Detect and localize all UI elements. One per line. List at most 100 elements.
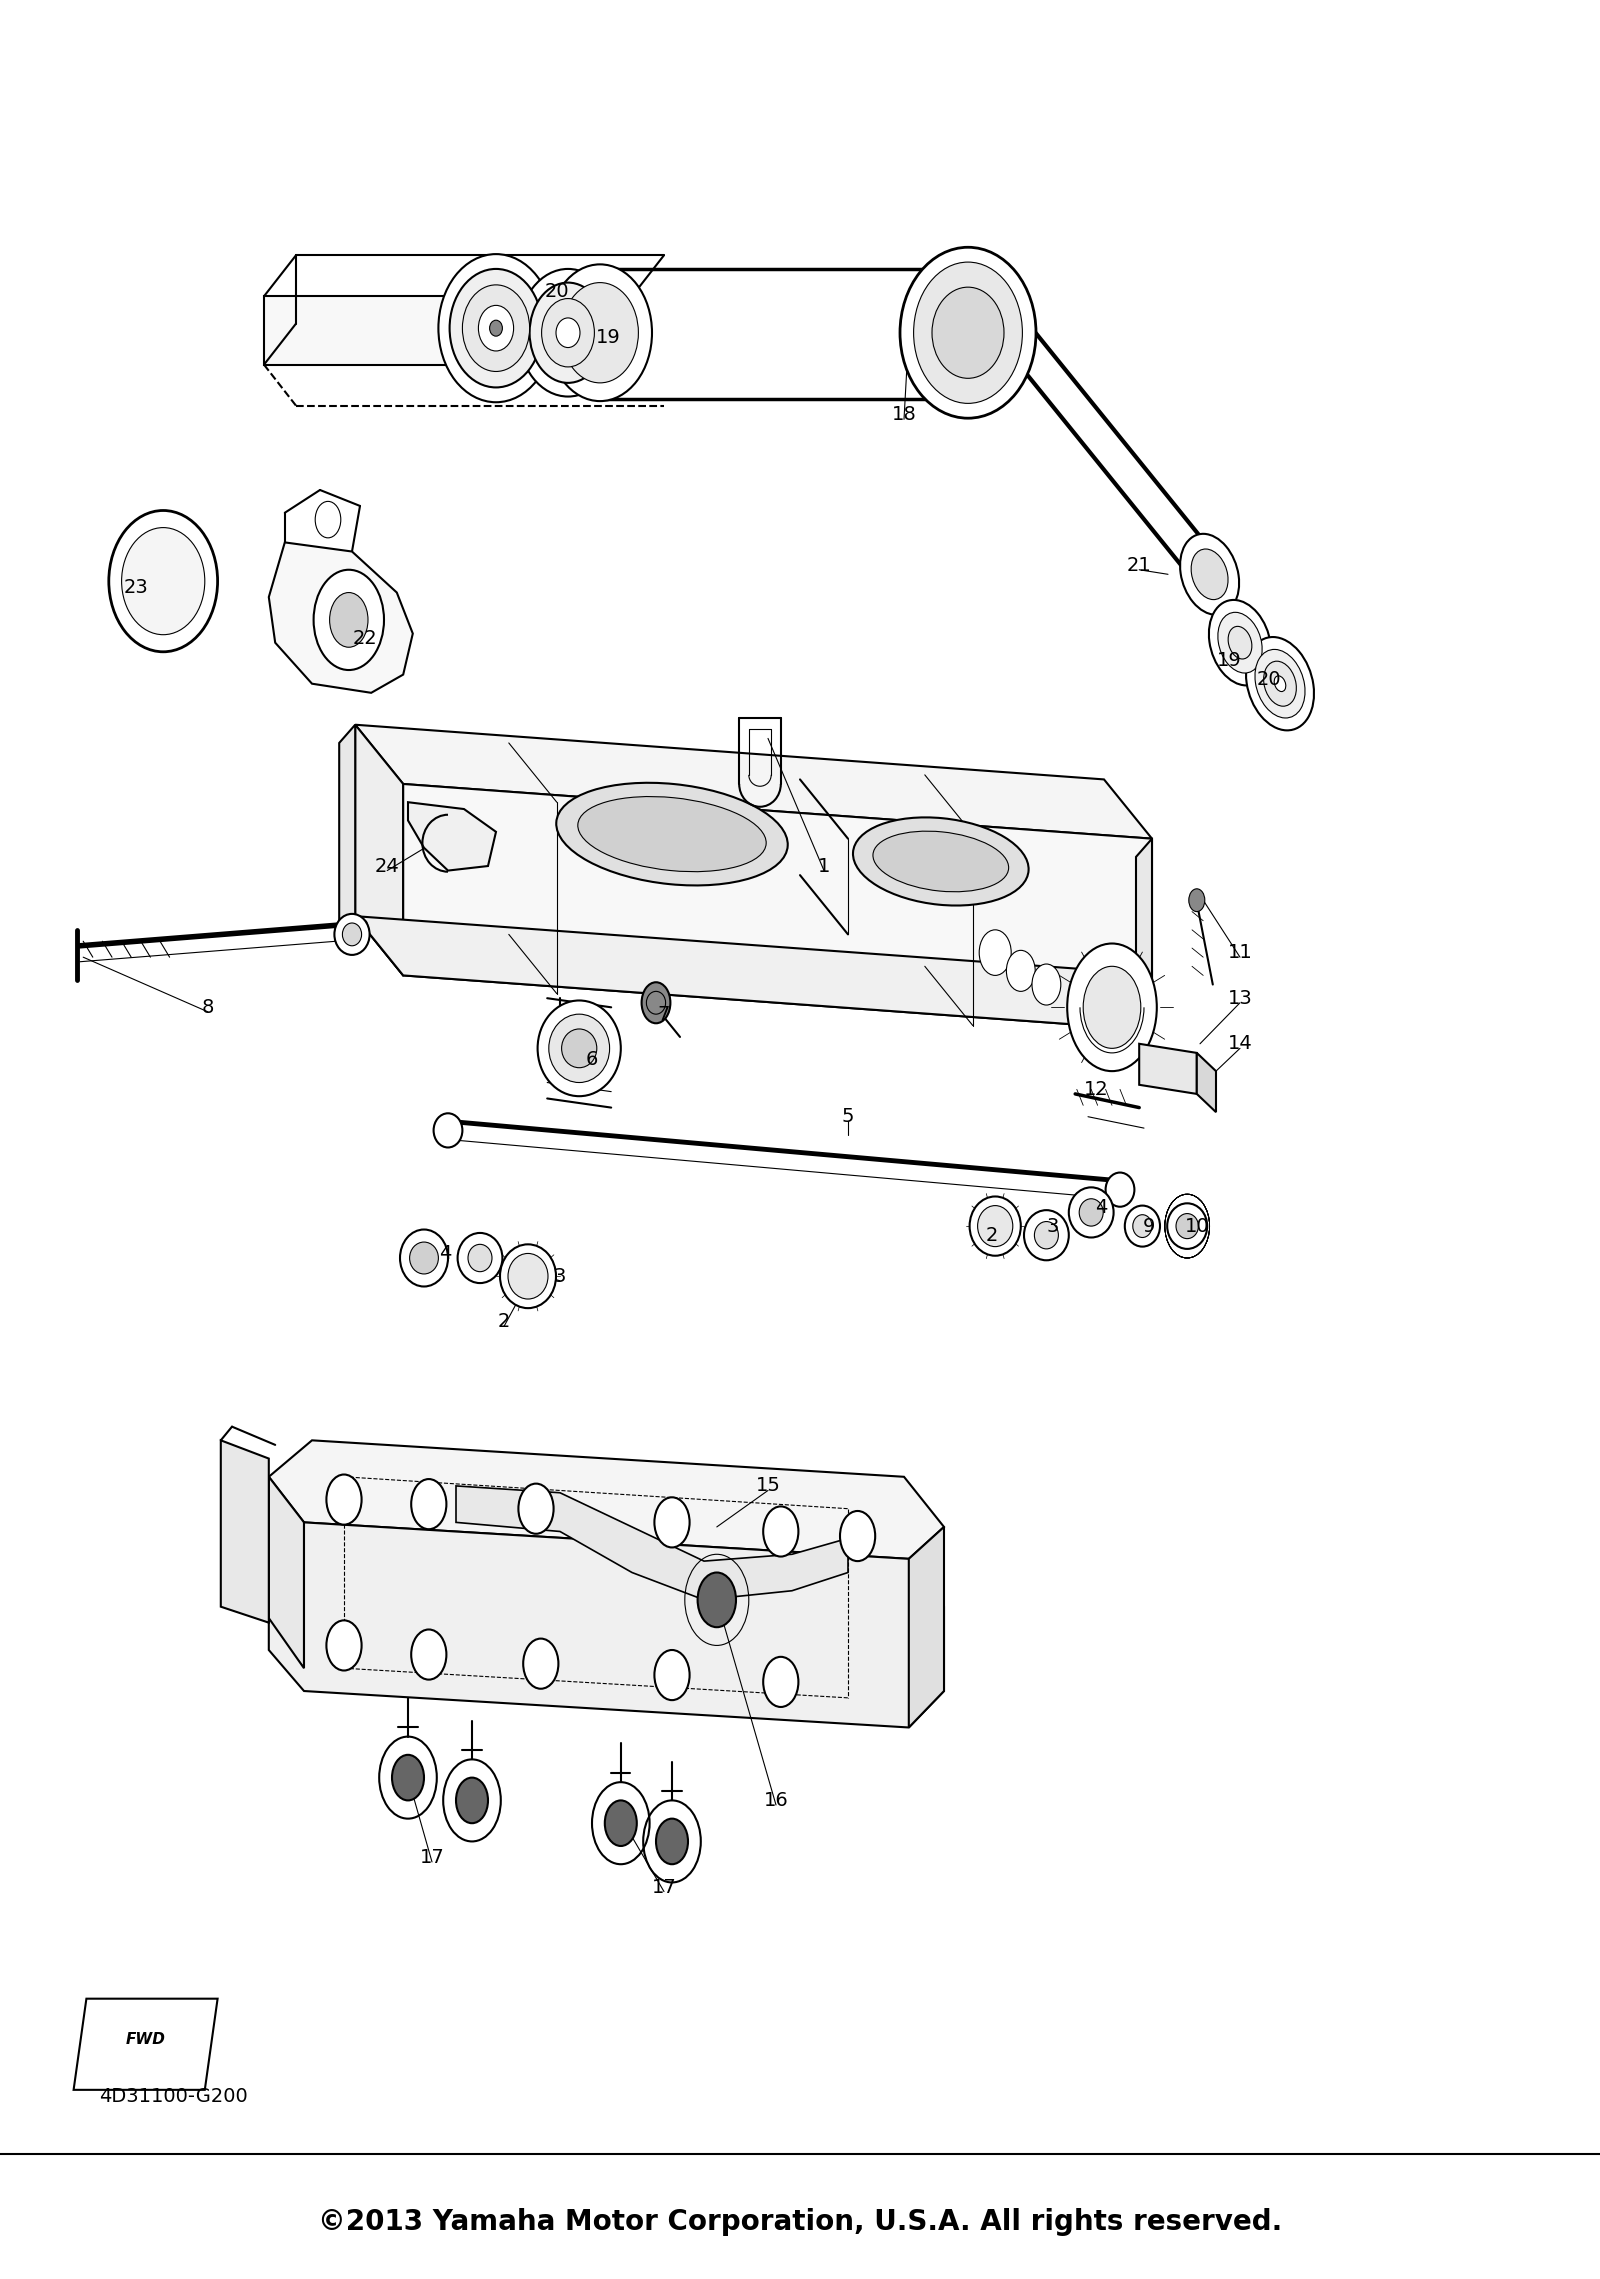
Ellipse shape xyxy=(1264,661,1296,706)
Circle shape xyxy=(1083,966,1141,1048)
Text: 7: 7 xyxy=(658,1005,670,1023)
Polygon shape xyxy=(1136,839,1152,1048)
Text: 17: 17 xyxy=(651,1878,677,1896)
Ellipse shape xyxy=(562,1030,597,1067)
Ellipse shape xyxy=(978,1206,1013,1247)
Polygon shape xyxy=(269,1522,944,1727)
Text: ©2013 Yamaha Motor Corporation, U.S.A. All rights reserved.: ©2013 Yamaha Motor Corporation, U.S.A. A… xyxy=(318,2208,1282,2236)
Ellipse shape xyxy=(1190,549,1229,599)
Ellipse shape xyxy=(1254,650,1306,718)
Circle shape xyxy=(392,1755,424,1800)
Circle shape xyxy=(330,593,368,647)
Circle shape xyxy=(411,1629,446,1680)
Text: 15: 15 xyxy=(755,1477,781,1495)
Polygon shape xyxy=(269,1477,304,1668)
Circle shape xyxy=(656,1819,688,1864)
Ellipse shape xyxy=(518,269,618,397)
Ellipse shape xyxy=(1125,1206,1160,1247)
Text: FWD: FWD xyxy=(126,2033,165,2047)
Ellipse shape xyxy=(1106,1174,1134,1208)
Ellipse shape xyxy=(410,1242,438,1274)
Ellipse shape xyxy=(499,1244,557,1308)
Ellipse shape xyxy=(547,264,653,401)
Circle shape xyxy=(326,1475,362,1525)
Text: 4: 4 xyxy=(438,1244,451,1263)
Text: 19: 19 xyxy=(1216,652,1242,670)
Circle shape xyxy=(1032,964,1061,1005)
Ellipse shape xyxy=(1274,677,1286,691)
Ellipse shape xyxy=(970,1196,1021,1256)
Ellipse shape xyxy=(874,832,1008,891)
Text: 22: 22 xyxy=(352,629,378,647)
Ellipse shape xyxy=(557,782,787,887)
Polygon shape xyxy=(269,1440,944,1559)
Polygon shape xyxy=(1197,1053,1216,1112)
Circle shape xyxy=(605,1800,637,1846)
Ellipse shape xyxy=(557,319,579,349)
Circle shape xyxy=(315,501,341,538)
Text: 1: 1 xyxy=(818,857,830,875)
Polygon shape xyxy=(355,725,1152,839)
Circle shape xyxy=(326,1620,362,1671)
Circle shape xyxy=(698,1573,736,1627)
Text: 14: 14 xyxy=(1227,1035,1253,1053)
Ellipse shape xyxy=(562,283,638,383)
Ellipse shape xyxy=(334,914,370,955)
Polygon shape xyxy=(1139,1044,1197,1094)
Ellipse shape xyxy=(853,818,1029,905)
Text: 2: 2 xyxy=(986,1226,998,1244)
Polygon shape xyxy=(221,1440,269,1623)
Ellipse shape xyxy=(1069,1187,1114,1237)
Text: 19: 19 xyxy=(595,328,621,346)
Ellipse shape xyxy=(1181,533,1238,615)
Ellipse shape xyxy=(549,1014,610,1083)
Circle shape xyxy=(654,1497,690,1547)
Ellipse shape xyxy=(1189,889,1205,912)
Text: 11: 11 xyxy=(1227,944,1253,962)
Circle shape xyxy=(314,570,384,670)
Ellipse shape xyxy=(1168,1203,1208,1249)
Ellipse shape xyxy=(458,1233,502,1283)
Ellipse shape xyxy=(490,319,502,335)
Ellipse shape xyxy=(1218,613,1262,672)
Ellipse shape xyxy=(1078,1199,1104,1226)
Text: 10: 10 xyxy=(1184,1217,1210,1235)
Text: 20: 20 xyxy=(1256,670,1282,688)
Ellipse shape xyxy=(1210,599,1270,686)
Ellipse shape xyxy=(450,269,542,387)
Ellipse shape xyxy=(931,287,1005,378)
Text: 21: 21 xyxy=(1126,556,1152,574)
Text: 4: 4 xyxy=(1094,1199,1107,1217)
Text: 6: 6 xyxy=(586,1051,598,1069)
Circle shape xyxy=(411,1479,446,1529)
Polygon shape xyxy=(456,1486,848,1600)
Ellipse shape xyxy=(1246,638,1314,729)
Text: 20: 20 xyxy=(544,283,570,301)
Text: 13: 13 xyxy=(1227,989,1253,1007)
Ellipse shape xyxy=(1035,1222,1059,1249)
Circle shape xyxy=(1067,944,1157,1071)
Ellipse shape xyxy=(538,1000,621,1096)
Ellipse shape xyxy=(400,1228,448,1285)
Ellipse shape xyxy=(478,305,514,351)
Polygon shape xyxy=(408,802,496,871)
Polygon shape xyxy=(339,725,355,934)
Text: 8: 8 xyxy=(202,998,214,1016)
Polygon shape xyxy=(264,296,632,365)
Ellipse shape xyxy=(578,798,766,871)
Text: 18: 18 xyxy=(891,406,917,424)
Polygon shape xyxy=(403,784,1152,1030)
Ellipse shape xyxy=(914,262,1022,403)
Circle shape xyxy=(456,1778,488,1823)
Ellipse shape xyxy=(122,526,205,634)
Ellipse shape xyxy=(1229,627,1251,659)
Polygon shape xyxy=(355,725,403,975)
Ellipse shape xyxy=(1133,1215,1152,1237)
Ellipse shape xyxy=(1176,1212,1198,1237)
Text: 17: 17 xyxy=(419,1848,445,1867)
Ellipse shape xyxy=(1024,1210,1069,1260)
Polygon shape xyxy=(74,1999,218,2090)
Text: 4D31100-G200: 4D31100-G200 xyxy=(99,2088,248,2106)
Polygon shape xyxy=(909,1527,944,1727)
Text: 23: 23 xyxy=(123,579,149,597)
